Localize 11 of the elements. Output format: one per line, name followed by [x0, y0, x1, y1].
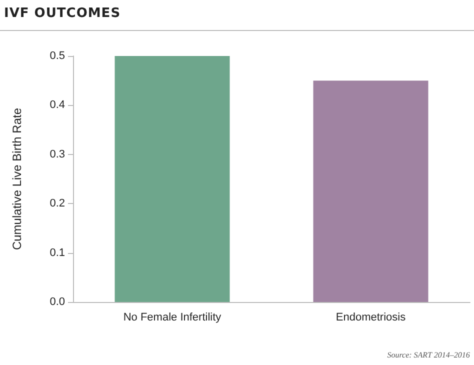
y-tick-label: 0.2 [50, 198, 65, 210]
y-tick-label: 0.4 [50, 99, 65, 112]
source-note: Source: SART 2014–2016 [387, 350, 470, 360]
y-tick-label: 0.1 [50, 246, 65, 259]
y-tick-label: 0.0 [50, 296, 65, 308]
chart-title: IVF OUTCOMES [4, 6, 121, 21]
x-tick-label: No Female Infertility [123, 312, 222, 324]
y-tick-label: 0.5 [50, 50, 65, 62]
y-axis-title: Cumulative Live Birth Rate [10, 108, 24, 250]
y-tick-label: 0.3 [50, 148, 65, 160]
x-tick-label: Endometriosis [336, 312, 406, 324]
